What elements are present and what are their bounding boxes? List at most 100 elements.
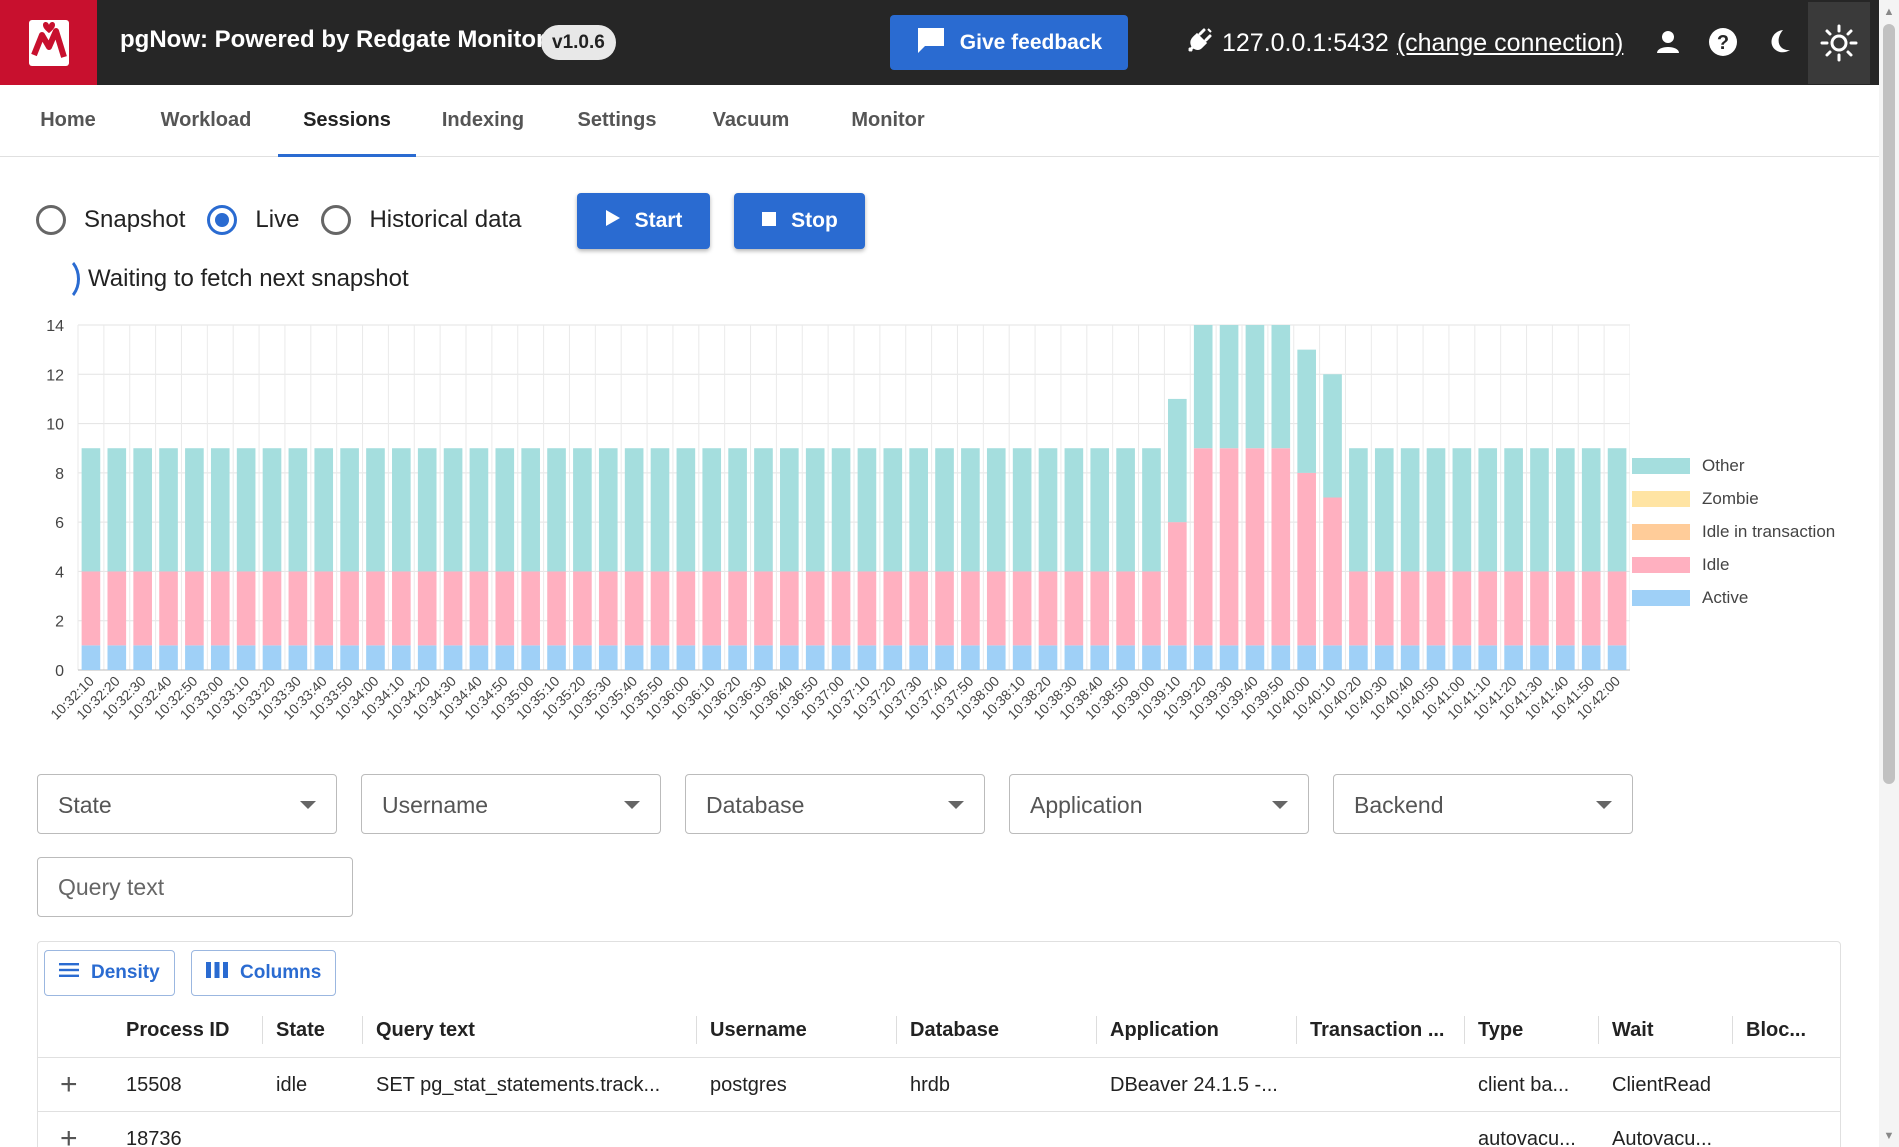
column-separator[interactable] [1464,1016,1465,1044]
column-separator[interactable] [1598,1016,1599,1044]
col-wait[interactable]: Wait [1612,1019,1654,1041]
tab-monitor[interactable]: Monitor [851,109,925,131]
tab-vacuum[interactable]: Vacuum [712,109,790,131]
loading-spinner-icon [44,256,80,302]
bar-segment-active [521,645,540,670]
change-connection-link[interactable]: (change connection) [1396,29,1624,57]
column-separator[interactable] [262,1016,263,1044]
column-separator[interactable] [362,1016,363,1044]
username-filter[interactable]: Username [361,774,661,834]
bar-segment-active [107,645,127,670]
y-tick-label: 0 [55,663,64,680]
columns-button[interactable]: Columns [191,950,337,996]
user-icon[interactable] [1648,22,1688,62]
scroll-down-icon[interactable]: ▼ [1883,1130,1895,1142]
bar-segment-idle [909,571,928,646]
col-blocking[interactable]: Bloc... [1746,1019,1807,1041]
legend-item[interactable]: Active [1632,581,1835,614]
app-title: pgNow: Powered by Redgate Monitor [120,26,546,53]
col-username[interactable]: Username [710,1019,807,1041]
radio-historical-data[interactable]: Historical data [321,205,522,235]
bar-segment-other [754,448,773,572]
give-feedback-button[interactable]: Give feedback [890,15,1128,70]
tab-workload[interactable]: Workload [160,109,252,131]
col-transaction[interactable]: Transaction ... [1310,1019,1445,1041]
bar-segment-other [443,448,463,572]
bar-segment-other [650,448,670,572]
bar-segment-other [1297,349,1316,473]
stop-label: Stop [791,209,838,232]
bar-segment-other [262,448,282,572]
column-separator[interactable] [1096,1016,1097,1044]
radio-circle [321,205,352,235]
col-process-id[interactable]: Process ID [126,1019,230,1041]
col-database[interactable]: Database [910,1019,999,1041]
logo-icon[interactable] [0,0,97,85]
dark-mode-icon[interactable] [1759,22,1799,62]
legend-label: Idle [1702,554,1730,574]
col-query-text[interactable]: Query text [376,1019,475,1041]
bar-segment-other [185,448,204,572]
legend-item[interactable]: Other [1632,449,1835,482]
bar-segment-idle [1038,571,1058,646]
tab-indexing[interactable]: Indexing [441,109,525,131]
bar-segment-active [1168,645,1187,670]
database-filter-label: Database [706,792,805,818]
density-button[interactable]: Density [44,950,175,996]
tab-sessions[interactable]: Sessions [278,85,416,157]
connection-host: 127.0.0.1:5432 [1222,29,1389,57]
bar-segment-active [314,645,334,670]
start-label: Start [634,209,683,232]
table-row[interactable]: + 15508 idle SET pg_stat_statements.trac… [38,1058,1840,1112]
bar-segment-other [314,448,334,572]
radio-snapshot[interactable]: Snapshot [36,205,185,235]
state-filter[interactable]: State [37,774,337,834]
bar-segment-other [728,448,747,572]
database-filter[interactable]: Database [685,774,985,834]
bar-segment-idle [1245,448,1265,646]
bar-segment-active [1504,645,1523,670]
expand-row-icon[interactable]: + [60,1122,78,1147]
radio-live[interactable]: Live [207,205,299,235]
tab-home[interactable]: Home [40,109,96,131]
light-mode-button[interactable] [1808,2,1870,84]
column-separator[interactable] [696,1016,697,1044]
column-separator[interactable] [1732,1016,1733,1044]
legend-item[interactable]: Zombie [1632,482,1835,515]
column-separator[interactable] [1296,1016,1297,1044]
bar-segment-other [392,448,411,572]
col-application[interactable]: Application [1110,1019,1219,1041]
bar-segment-active [754,645,773,670]
bar-segment-other [1168,398,1187,523]
bar-segment-idle [443,571,463,646]
bar-segment-active [185,645,204,670]
table-row[interactable]: + 18736 autovacu... Autovacu... [38,1112,1840,1147]
main-tabs: Home Workload Sessions Indexing Settings… [0,85,1879,157]
bar-segment-other [676,448,696,572]
col-type[interactable]: Type [1478,1019,1524,1041]
top-bar: pgNow: Powered by Redgate Monitor v1.0.6… [0,0,1879,85]
tab-settings[interactable]: Settings [577,109,657,131]
col-state[interactable]: State [276,1019,325,1041]
column-separator[interactable] [896,1016,897,1044]
bar-segment-active [1426,645,1446,670]
backend-filter[interactable]: Backend [1333,774,1633,834]
scroll-up-icon[interactable]: ▲ [1883,6,1895,18]
bar-segment-active [1271,645,1291,670]
bar-segment-idle [1090,571,1110,646]
stop-icon [761,209,777,233]
query-text-input[interactable] [37,857,353,917]
bar-segment-other [159,448,178,572]
expand-row-icon[interactable]: + [60,1068,78,1101]
application-filter[interactable]: Application [1009,774,1309,834]
help-icon[interactable]: ? [1703,22,1743,62]
legend-label: Other [1702,455,1745,475]
stop-button[interactable]: Stop [734,193,865,249]
legend-item[interactable]: Idle in transaction [1632,515,1835,548]
bar-segment-other [236,448,256,572]
bar-segment-active [1374,645,1394,670]
bar-segment-other [81,448,101,572]
legend-item[interactable]: Idle [1632,548,1835,581]
start-button[interactable]: Start [577,193,710,249]
scrollbar-thumb[interactable] [1883,24,1895,784]
